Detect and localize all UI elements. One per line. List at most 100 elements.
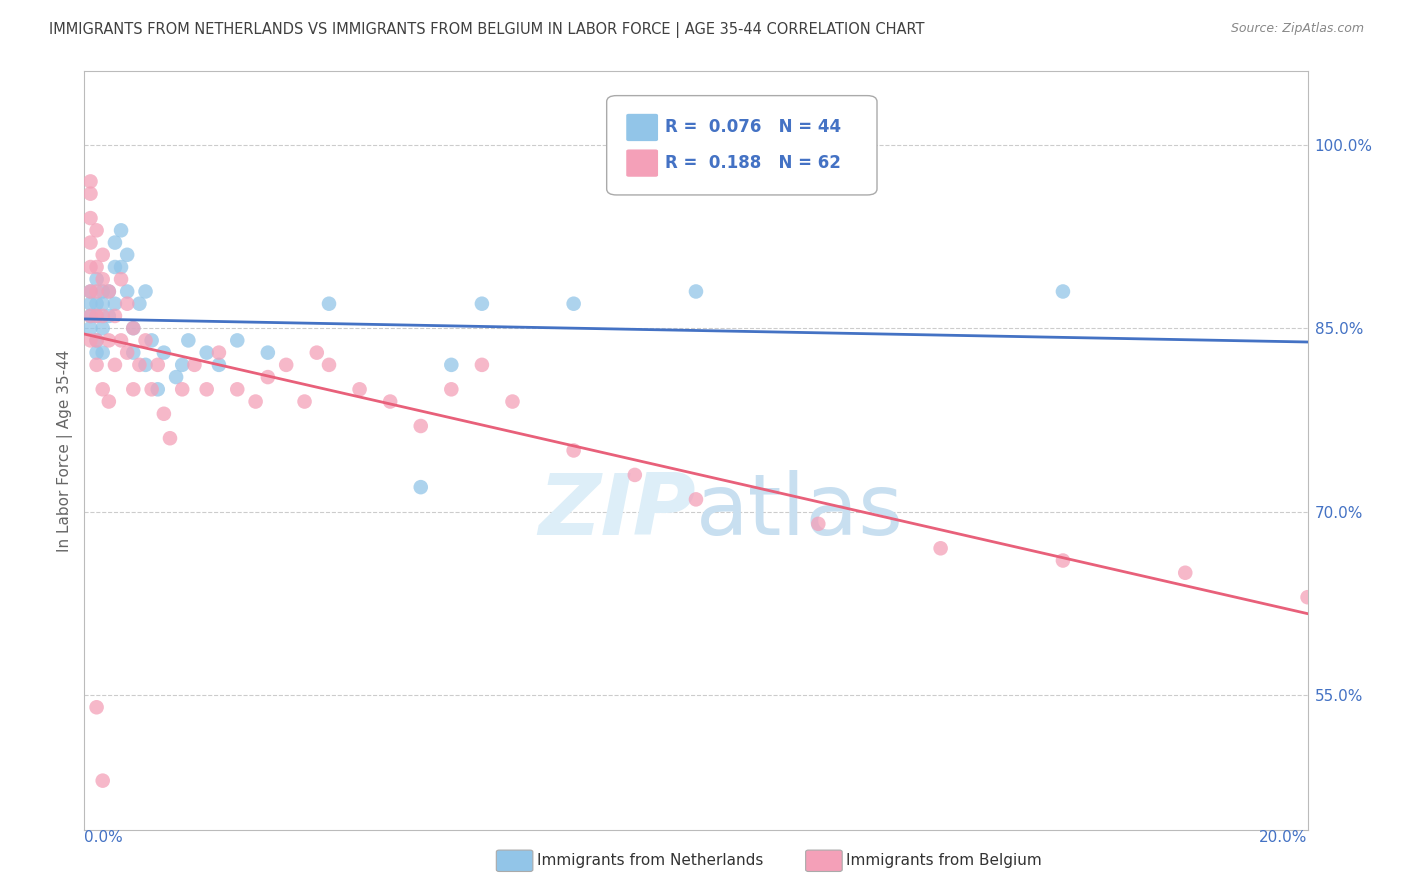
Point <box>86 334 108 348</box>
Point <box>97 285 120 299</box>
Point <box>86 334 108 348</box>
Point <box>318 296 340 310</box>
Point <box>86 309 108 323</box>
Point <box>91 272 114 286</box>
Point <box>79 285 101 299</box>
Point <box>562 443 585 458</box>
Point <box>195 382 218 396</box>
Point <box>110 223 132 237</box>
Point <box>104 296 127 310</box>
Point <box>153 407 176 421</box>
Point <box>257 370 280 384</box>
Point <box>471 358 494 372</box>
Point <box>79 334 101 348</box>
Point <box>97 334 120 348</box>
Point <box>91 285 114 299</box>
Point <box>349 382 371 396</box>
Point <box>146 382 169 396</box>
Point <box>104 235 127 250</box>
Point <box>172 358 194 372</box>
Text: IMMIGRANTS FROM NETHERLANDS VS IMMIGRANTS FROM BELGIUM IN LABOR FORCE | AGE 35-4: IMMIGRANTS FROM NETHERLANDS VS IMMIGRANT… <box>49 22 925 38</box>
Text: Source: ZipAtlas.com: Source: ZipAtlas.com <box>1230 22 1364 36</box>
Point <box>86 309 108 323</box>
Text: atlas: atlas <box>696 469 904 553</box>
Point <box>1174 566 1197 580</box>
Point <box>91 321 114 335</box>
FancyBboxPatch shape <box>626 150 658 177</box>
Point <box>502 394 524 409</box>
Point <box>159 431 181 445</box>
Point <box>380 394 402 409</box>
Point <box>110 272 132 286</box>
Point <box>153 345 176 359</box>
Point <box>115 345 138 359</box>
FancyBboxPatch shape <box>606 95 877 195</box>
Text: R =  0.076   N = 44: R = 0.076 N = 44 <box>665 119 842 136</box>
Point <box>97 285 120 299</box>
Text: 0.0%: 0.0% <box>84 830 124 845</box>
Point <box>471 296 494 310</box>
Point <box>135 358 157 372</box>
Point <box>226 334 249 348</box>
Point <box>86 285 108 299</box>
Point <box>115 248 138 262</box>
Point <box>122 345 145 359</box>
Point <box>79 235 101 250</box>
Point <box>79 186 101 201</box>
Point <box>440 382 463 396</box>
Point <box>122 321 145 335</box>
Point <box>141 334 163 348</box>
Text: R =  0.188   N = 62: R = 0.188 N = 62 <box>665 154 841 172</box>
Point <box>562 296 585 310</box>
Point <box>79 296 101 310</box>
Point <box>807 516 830 531</box>
Point <box>440 358 463 372</box>
Point <box>135 285 157 299</box>
Point <box>122 321 145 335</box>
Point <box>1052 553 1074 567</box>
Point <box>104 358 127 372</box>
Point <box>104 260 127 274</box>
Point <box>141 382 163 396</box>
Point <box>86 223 108 237</box>
Point <box>97 309 120 323</box>
FancyBboxPatch shape <box>626 114 658 141</box>
Point <box>115 296 138 310</box>
Point <box>257 345 280 359</box>
Point <box>177 334 200 348</box>
Point <box>91 296 114 310</box>
Point <box>294 394 316 409</box>
Point <box>91 248 114 262</box>
Point <box>86 700 108 714</box>
Point <box>409 419 432 434</box>
Point <box>685 492 707 507</box>
Point <box>624 467 647 482</box>
Point <box>110 260 132 274</box>
Point <box>1052 285 1074 299</box>
Point <box>305 345 328 359</box>
Point <box>146 358 169 372</box>
Y-axis label: In Labor Force | Age 35-44: In Labor Force | Age 35-44 <box>58 350 73 551</box>
Point <box>91 773 114 788</box>
Point <box>79 174 101 188</box>
Point <box>409 480 432 494</box>
Point <box>208 345 231 359</box>
Point <box>183 358 205 372</box>
Point <box>97 394 120 409</box>
Point <box>115 285 138 299</box>
Point <box>86 296 108 310</box>
Point <box>929 541 952 556</box>
Point <box>86 260 108 274</box>
Point <box>165 370 187 384</box>
Point <box>1296 591 1319 605</box>
Point <box>110 334 132 348</box>
Point <box>79 309 101 323</box>
Point <box>91 382 114 396</box>
Point <box>104 309 127 323</box>
Point <box>122 382 145 396</box>
Point <box>685 285 707 299</box>
Point <box>86 358 108 372</box>
Point <box>195 345 218 359</box>
Text: ZIP: ZIP <box>538 469 696 553</box>
Text: 20.0%: 20.0% <box>1260 830 1308 845</box>
